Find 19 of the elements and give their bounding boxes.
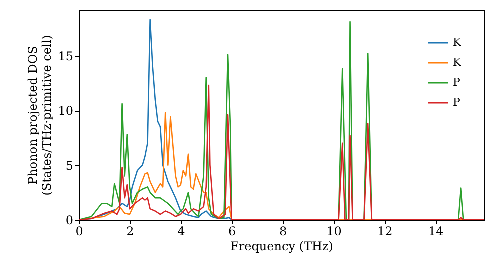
- y-tick-label: 0: [66, 214, 74, 228]
- x-tick-label: 6: [228, 224, 236, 238]
- x-tick-label: 2: [126, 224, 134, 238]
- x-tick-label: 10: [326, 224, 342, 238]
- y-tick-label: 15: [58, 49, 74, 64]
- x-tick-label: 12: [378, 224, 393, 238]
- legend-label: P: [453, 76, 461, 89]
- line-series: [79, 84, 484, 220]
- y-tick-label: 10: [58, 104, 74, 118]
- y-axis-title: Phonon projected DOS (States/THz·primitive cell): [26, 35, 54, 196]
- legend-label: K: [453, 36, 462, 49]
- x-tick-label: 14: [428, 224, 444, 238]
- x-axis-title: Frequency (THz): [230, 240, 334, 254]
- x-tick-label: 4: [178, 224, 186, 238]
- y-tick-label: 5: [66, 158, 74, 173]
- legend-label: K: [453, 56, 462, 69]
- x-tick-label: 0: [76, 224, 84, 238]
- legend-label: P: [453, 96, 461, 109]
- x-tick-label: 8: [279, 224, 288, 238]
